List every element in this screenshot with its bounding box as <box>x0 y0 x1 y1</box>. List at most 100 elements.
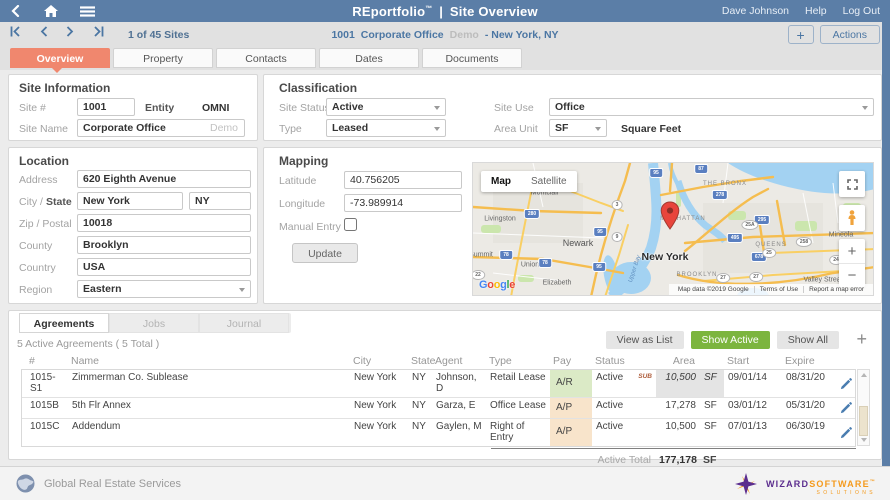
site-use-select[interactable]: Office <box>549 98 874 116</box>
table-scrollbar[interactable] <box>857 369 870 446</box>
panel-title: Site Information <box>19 81 110 95</box>
type-select[interactable]: Leased <box>326 119 446 137</box>
satellite-button[interactable]: Satellite <box>521 171 577 192</box>
add-agreement-button[interactable]: + <box>856 329 867 350</box>
manual-entry-checkbox[interactable] <box>344 218 357 231</box>
logout-link[interactable]: Log Out <box>843 5 880 17</box>
agreement-expire: 06/30/19 <box>782 419 834 446</box>
col-state: State <box>407 355 431 367</box>
report-map-error-link[interactable]: Report a map error <box>803 286 869 293</box>
site-status-select[interactable]: Active <box>326 98 446 116</box>
show-all-button[interactable]: Show All <box>777 331 839 349</box>
agreement-expire: 08/31/20 <box>782 370 834 397</box>
show-active-button[interactable]: Show Active <box>691 331 770 349</box>
agreements-rows: 1015-S1 Zimmerman Co. Sublease New York … <box>21 369 856 447</box>
edit-pencil-icon[interactable] <box>834 370 857 397</box>
city-input[interactable]: New York <box>77 192 183 210</box>
site-number-input[interactable]: 1001 <box>77 98 135 116</box>
agreement-row[interactable]: 1015B 5th Flr Annex New York NY Garza, E… <box>22 398 855 419</box>
help-link[interactable]: Help <box>805 5 827 17</box>
street-view-pegman-icon[interactable] <box>839 205 865 231</box>
zoom-in-button[interactable]: + <box>839 239 865 263</box>
site-use-label: Site Use <box>494 102 534 114</box>
add-site-button[interactable]: + <box>788 25 814 44</box>
map-button[interactable]: Map <box>481 171 521 192</box>
terms-of-use-link[interactable]: Terms of Use <box>754 286 803 293</box>
site-information-panel: Site Information Site # 1001 Entity OMNI… <box>8 74 258 141</box>
col-edit <box>833 355 856 367</box>
update-button[interactable]: Update <box>292 243 358 263</box>
area-unit-cell: SF <box>700 419 724 446</box>
pay-cell: A/P <box>550 419 592 446</box>
actions-button[interactable]: Actions <box>820 25 880 44</box>
region-select[interactable]: Eastern <box>77 280 251 298</box>
scroll-thumb[interactable] <box>859 406 868 436</box>
status-cell: Active <box>592 419 656 446</box>
map-marker-icon[interactable] <box>659 201 681 231</box>
tab-dates[interactable]: Dates <box>319 48 419 68</box>
edit-pencil-icon[interactable] <box>834 419 857 446</box>
right-accent-strip <box>882 22 890 466</box>
map-canvas[interactable]: MontclairLivingstonNewarkSummitUnionEliz… <box>472 162 874 296</box>
zoom-control: + − <box>839 239 865 287</box>
address-input[interactable]: 620 Eighth Avenue <box>77 170 251 188</box>
home-icon[interactable] <box>44 5 58 17</box>
col-agent: Agent <box>431 355 485 367</box>
agreement-start: 09/01/14 <box>724 370 782 397</box>
longitude-input[interactable]: -73.989914 <box>344 194 462 212</box>
col-number: # <box>21 355 67 367</box>
subtab-agreements[interactable]: Agreements <box>19 313 109 333</box>
agreements-table-header: # Name City State Agent Type Pay Status … <box>21 355 856 367</box>
area-cell: 10,500 <box>656 419 700 446</box>
county-input[interactable]: Brooklyn <box>77 236 251 254</box>
agreement-row[interactable]: 1015C Addendum New York NY Gaylen, M Rig… <box>22 419 855 446</box>
tab-contacts[interactable]: Contacts <box>216 48 316 68</box>
zip-input[interactable]: 10018 <box>77 214 251 232</box>
first-page-icon[interactable] <box>10 26 23 37</box>
panel-title: Classification <box>279 81 357 95</box>
latitude-input[interactable]: 40.756205 <box>344 171 462 189</box>
pay-cell: A/R <box>550 370 592 397</box>
agreement-type: Office Lease <box>486 398 550 418</box>
site-name-label: Site Name <box>19 123 68 135</box>
agreement-city: New York <box>350 419 408 446</box>
agreement-name: Zimmerman Co. Sublease <box>68 370 350 397</box>
tab-property[interactable]: Property <box>113 48 213 68</box>
current-site-title: 1001 Corporate Office Demo - New York, N… <box>331 29 558 41</box>
view-as-list-button[interactable]: View as List <box>606 331 684 349</box>
tab-documents[interactable]: Documents <box>422 48 522 68</box>
agreement-agent: Garza, E <box>432 398 486 418</box>
subtab-journal[interactable]: Journal <box>199 313 289 333</box>
footer: Global Real Estate Services WIZARDSOFTWA… <box>0 466 890 500</box>
col-expire: Expire <box>781 355 833 367</box>
agreement-start: 07/01/13 <box>724 419 782 446</box>
state-input[interactable]: NY <box>189 192 251 210</box>
previous-page-icon[interactable] <box>39 26 49 37</box>
site-name-input[interactable]: Corporate Office Demo <box>77 119 245 137</box>
area-unit-select[interactable]: SF <box>549 119 607 137</box>
last-page-icon[interactable] <box>91 26 104 37</box>
user-menu[interactable]: Dave Johnson <box>722 5 789 17</box>
menu-icon[interactable] <box>80 6 95 17</box>
agreement-number: 1015-S1 <box>22 370 68 397</box>
agreements-summary: 5 Active Agreements ( 5 Total ) <box>17 338 159 350</box>
fullscreen-icon[interactable] <box>839 171 865 197</box>
scroll-up-icon[interactable] <box>858 370 869 380</box>
google-logo[interactable]: Google <box>479 279 515 291</box>
area-unit-label: Area Unit <box>494 123 538 135</box>
edit-pencil-icon[interactable] <box>834 398 857 418</box>
agreement-row[interactable]: 1015-S1 Zimmerman Co. Sublease New York … <box>22 370 855 398</box>
map-type-control: Map Satellite <box>481 171 577 192</box>
site-status-label: Site Status <box>279 102 330 114</box>
status-cell: Active <box>592 398 656 418</box>
agreement-state: NY <box>408 419 432 446</box>
top-header: REportfolio™ | Site Overview Dave Johnso… <box>0 0 890 22</box>
scroll-down-icon[interactable] <box>858 435 869 445</box>
entity-value: OMNI <box>202 102 229 114</box>
country-input[interactable]: USA <box>77 258 251 276</box>
next-page-icon[interactable] <box>65 26 75 37</box>
site-number-label: Site # <box>19 102 46 114</box>
back-icon[interactable] <box>10 5 22 17</box>
tab-overview[interactable]: Overview <box>10 48 110 68</box>
subtab-jobs[interactable]: Jobs <box>109 313 199 333</box>
